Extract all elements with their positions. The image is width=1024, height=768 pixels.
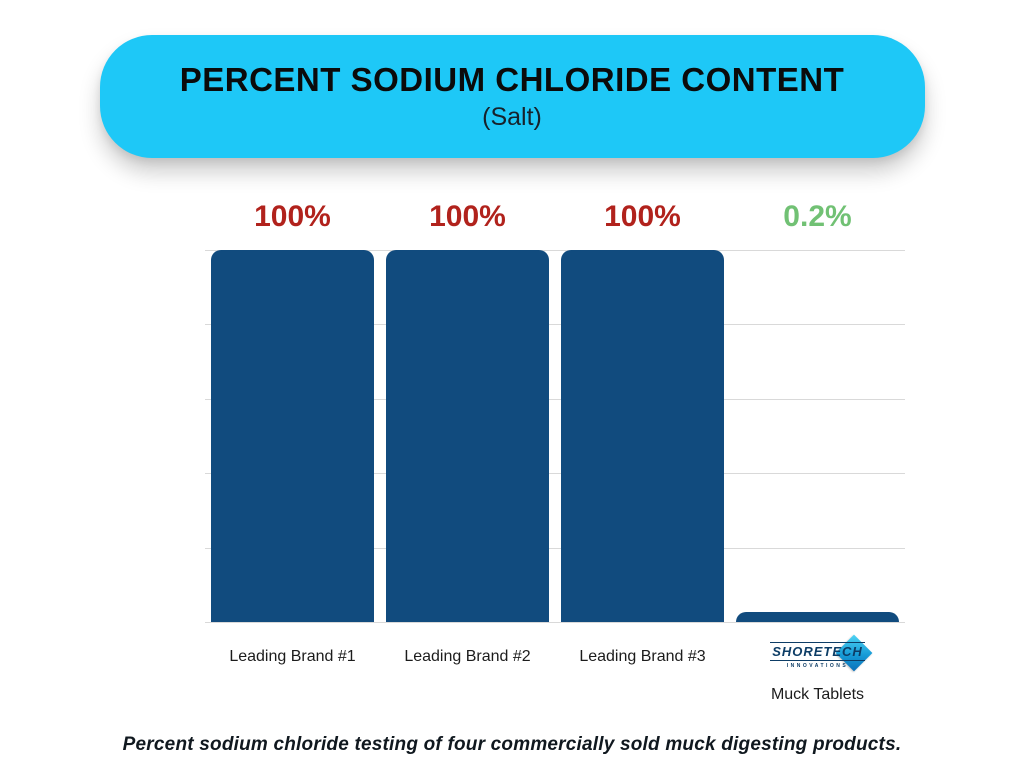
value-labels-row: 100% 100% 100% 0.2%: [205, 200, 905, 236]
bar-column: [730, 250, 905, 622]
bar-column: [205, 250, 380, 622]
gridline: [205, 324, 905, 326]
bars-row: [205, 250, 905, 622]
bar: [561, 250, 724, 622]
gridlines: [205, 250, 905, 623]
value-label: 100%: [429, 200, 506, 233]
category-label: Muck Tablets: [770, 686, 865, 703]
category-label: Leading Brand #2: [404, 648, 531, 665]
bar-column: [380, 250, 555, 622]
category-label: Leading Brand #1: [229, 648, 356, 665]
value-label: 100%: [604, 200, 681, 233]
gridline: [205, 622, 905, 623]
category-cell-muck-tablets: SHORETECH INNOVATIONS Muck Tablets: [730, 632, 905, 704]
chart-title: PERCENT SODIUM CHLORIDE CONTENT: [179, 61, 845, 98]
shoretech-logo-subtext: INNOVATIONS: [786, 662, 849, 669]
value-label: 0.2%: [783, 200, 852, 233]
gridline: [205, 547, 905, 549]
category-label: Leading Brand #3: [579, 648, 706, 665]
shoretech-logo: SHORETECH INNOVATIONS: [753, 632, 883, 678]
chart-subtitle: (Salt): [482, 103, 542, 131]
bar: [736, 612, 899, 622]
bar: [211, 250, 374, 622]
shoretech-logo-text: SHORETECH: [770, 641, 865, 661]
bar-column: [555, 250, 730, 622]
gridline: [205, 250, 905, 251]
gridline: [205, 398, 905, 400]
gridline: [205, 473, 905, 475]
caption: Percent sodium chloride testing of four …: [122, 734, 902, 755]
bar-chart: 100% 100% 100% 0.2%: [205, 200, 905, 704]
value-label: 100%: [254, 200, 331, 233]
bar: [386, 250, 549, 622]
category-labels-row: Leading Brand #1 Leading Brand #2 Leadin…: [205, 632, 905, 704]
infographic-page: PERCENT SODIUM CHLORIDE CONTENT (Salt) 1…: [0, 35, 1024, 756]
plot-area: [205, 250, 905, 623]
title-banner: PERCENT SODIUM CHLORIDE CONTENT (Salt): [99, 35, 925, 158]
